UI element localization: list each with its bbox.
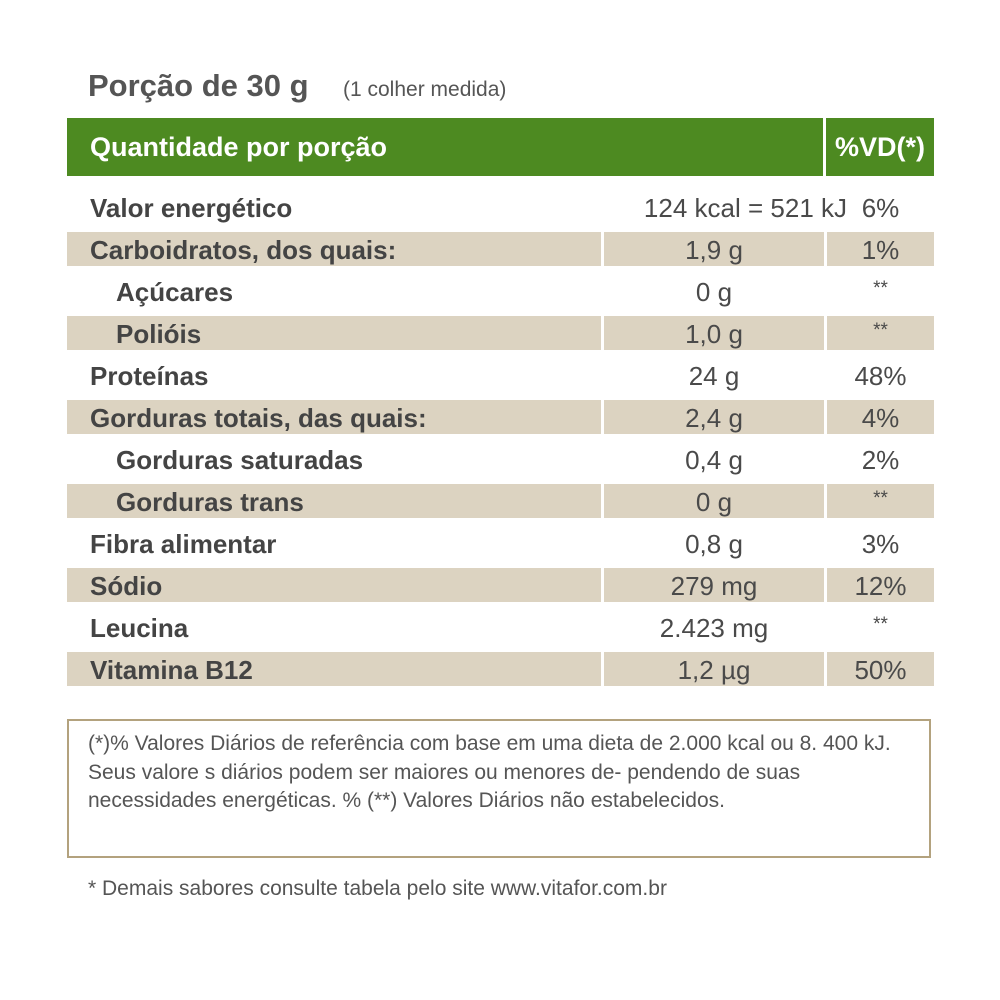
table-row-energy: Valor energético 124 kcal = 521 kJ 6% [67,187,934,229]
table-row-trans-fat: Gorduras trans 0 g ** [67,481,934,523]
nutrition-table: Valor energético 124 kcal = 521 kJ 6% Ca… [67,187,934,691]
nutrient-daily-value: 3% [861,529,900,559]
nutrient-daily-value: ** [873,488,888,509]
table-row-sugars: Açúcares 0 g ** [67,271,934,313]
nutrient-daily-value: 12% [854,571,907,601]
nutrient-amount: 2.423 mg [659,613,769,643]
nutrient-name: Açúcares [116,277,234,307]
nutrient-name: Polióis [116,319,202,349]
nutrient-name: Vitamina B12 [90,655,253,685]
nutrient-name: Fibra alimentar [90,529,277,559]
nutrient-daily-value: ** [873,320,888,341]
portion-size-label: Porção de 30 g [88,68,309,103]
portion-size: Porção de 30 g (1 colher medida) [88,68,506,104]
nutrient-amount: 0,4 g [685,445,743,475]
nutrient-amount: 2,4 g [685,403,743,433]
nutrient-amount: 0 g [695,277,733,307]
nutrient-name: Proteínas [90,361,209,391]
nutrient-amount: 124 kcal = 521 kJ [643,193,847,223]
table-row-sodium: Sódio 279 mg 12% [67,565,934,607]
table-row-vitamin-b12: Vitamina B12 1,2 µg 50% [67,649,934,691]
nutrient-daily-value: 48% [854,361,907,391]
table-row-carbohydrates: Carboidratos, dos quais: 1,9 g 1% [67,229,934,271]
nutrient-daily-value: 1% [861,235,900,265]
nutrient-name: Carboidratos, dos quais: [90,235,397,265]
nutrient-name: Sódio [90,571,163,601]
nutrient-name: Gorduras totais, das quais: [90,403,427,433]
nutrient-amount: 1,9 g [685,235,743,265]
table-row-fiber: Fibra alimentar 0,8 g 3% [67,523,934,565]
nutrient-amount: 0,8 g [685,529,743,559]
nutrient-name: Gorduras trans [116,487,304,517]
nutrient-amount: 1,0 g [685,319,743,349]
nutrient-amount: 24 g [688,361,740,391]
portion-size-note: (1 colher medida) [342,78,507,101]
nutrient-daily-value: 50% [854,655,907,685]
nutrient-daily-value: 2% [861,445,900,475]
table-row-total-fat: Gorduras totais, das quais: 2,4 g 4% [67,397,934,439]
nutrient-daily-value: 4% [861,403,900,433]
table-row-leucine: Leucina 2.423 mg ** [67,607,934,649]
table-row-proteins: Proteínas 24 g 48% [67,355,934,397]
nutrient-amount: 1,2 µg [677,655,751,685]
nutrient-amount: 279 mg [670,571,758,601]
daily-value-footnote: (*)% Valores Diários de referência com b… [67,719,931,858]
table-header-daily-value: %VD(*) [826,118,934,176]
table-row-saturated-fat: Gorduras saturadas 0,4 g 2% [67,439,934,481]
nutrient-name: Gorduras saturadas [116,445,364,475]
table-header-quantity: Quantidade por porção [67,118,823,176]
flavors-disclaimer: * Demais sabores consulte tabela pelo si… [88,877,667,900]
nutrient-name: Valor energético [90,193,293,223]
nutrient-amount: 0 g [695,487,733,517]
nutrient-daily-value: ** [873,614,888,635]
nutrient-daily-value: ** [873,278,888,299]
nutrient-daily-value: 6% [861,193,900,223]
table-row-polyols: Polióis 1,0 g ** [67,313,934,355]
nutrient-name: Leucina [90,613,189,643]
